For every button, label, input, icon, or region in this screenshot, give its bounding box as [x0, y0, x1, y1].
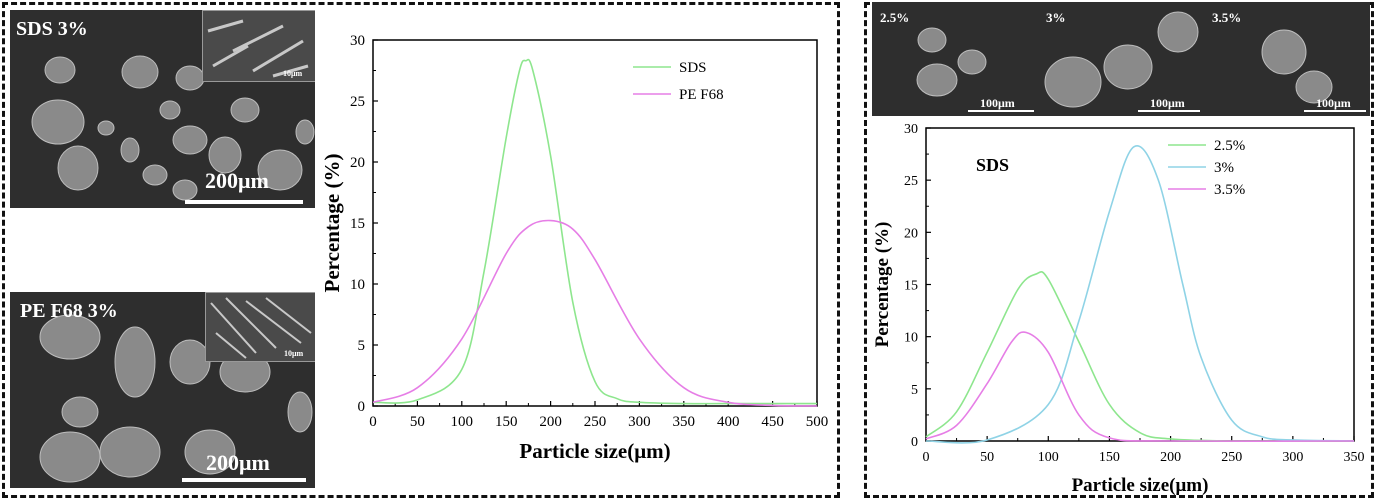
series-line-1 — [925, 145, 1355, 444]
x-tick-label: 450 — [761, 414, 784, 430]
legend-label: SDS — [679, 60, 707, 76]
plot-frame — [372, 39, 818, 407]
legend-label: 3.5% — [1214, 182, 1245, 198]
scalebar-label: 100μm — [980, 96, 1015, 110]
y-tick-label: 15 — [350, 216, 365, 232]
sem-image-3-5: 3.5% 100μm — [1204, 2, 1370, 116]
scalebar-label: 100μm — [1316, 96, 1351, 110]
sem-label: PE F68 3% — [20, 300, 118, 322]
x-tick-label: 300 — [628, 414, 651, 430]
y-tick-label: 30 — [350, 33, 365, 49]
x-tick-label: 150 — [495, 414, 518, 430]
x-tick-label: 0 — [923, 450, 930, 465]
sem-image-2-5: 2.5% 100μm — [872, 2, 1038, 116]
legend-label: 3% — [1214, 160, 1234, 176]
sem-image-sds: 10μm SDS 3% 200μm — [10, 10, 315, 208]
scalebar — [1138, 110, 1200, 112]
series-line-2 — [925, 331, 1355, 443]
inset-scalebar-label: 10μm — [284, 349, 304, 358]
legend-label: PE F68 — [679, 87, 724, 103]
x-axis-label: Particle size(μm) — [1072, 475, 1209, 496]
sem-image-pe-f68: 10μm PE F68 3% 200μm — [10, 292, 315, 488]
y-tick-label: 30 — [904, 122, 918, 137]
y-tick-label: 15 — [904, 279, 918, 294]
scalebar-label: 200μm — [206, 450, 270, 475]
x-tick-label: 300 — [1282, 450, 1303, 465]
x-tick-label: 350 — [1344, 450, 1365, 465]
series-line-0 — [372, 58, 817, 405]
sem-inset: 10μm — [202, 10, 315, 82]
scalebar-label: 200μm — [205, 168, 269, 193]
y-tick-label: 5 — [911, 383, 918, 398]
left-figure-panel — [2, 2, 840, 498]
series-line-0 — [925, 270, 1355, 442]
scalebar-label: 100μm — [1150, 96, 1185, 110]
y-tick-label: 20 — [904, 226, 918, 241]
sem-particles — [39, 314, 313, 483]
series-line-1 — [372, 219, 818, 407]
scalebar — [182, 478, 306, 482]
x-tick-label: 250 — [584, 414, 607, 430]
y-tick-label: 25 — [904, 174, 918, 189]
sem-particles — [31, 55, 315, 201]
sem-label: SDS 3% — [16, 18, 88, 40]
x-tick-label: 100 — [451, 414, 474, 430]
x-tick-label: 100 — [1038, 450, 1059, 465]
x-tick-label: 250 — [1221, 450, 1242, 465]
x-tick-label: 50 — [410, 414, 425, 430]
sem-image-3: 3% 100μm — [1038, 2, 1204, 116]
x-tick-label: 150 — [1099, 450, 1120, 465]
inset-scalebar-label: 10μm — [283, 69, 303, 78]
left-chart: 0 50 100 150 200 250 300 350 400 450 500 0 5 10 15 20 25… — [320, 33, 829, 463]
x-tick-label: 500 — [806, 414, 829, 430]
x-tick-label: 200 — [539, 414, 562, 430]
scalebar — [968, 110, 1034, 112]
y-tick-label: 20 — [350, 155, 365, 171]
y-tick-label: 5 — [358, 338, 366, 354]
x-tick-label: 400 — [717, 414, 740, 430]
y-tick-label: 0 — [358, 399, 366, 415]
legend-label: 2.5% — [1214, 138, 1245, 154]
sem-label: 2.5% — [880, 10, 910, 25]
y-axis-label: Percentage (%) — [320, 154, 344, 293]
scalebar — [185, 200, 303, 204]
right-chart: 0 50 100 150 200 250 300 350 0 5 10 15 20 25 30 Particl… — [872, 122, 1365, 496]
sem-label: 3.5% — [1212, 10, 1242, 25]
x-axis-label: Particle size(μm) — [519, 439, 670, 463]
y-tick-label: 25 — [350, 94, 365, 110]
x-tick-label: 50 — [980, 450, 994, 465]
x-tick-label: 350 — [673, 414, 696, 430]
sem-inset: 10μm — [205, 292, 315, 362]
x-tick-label: 0 — [369, 414, 377, 430]
y-tick-label: 10 — [904, 331, 918, 346]
y-axis-label: Percentage (%) — [872, 222, 893, 348]
sem-label: 3% — [1046, 10, 1066, 25]
chart-annotation: SDS — [976, 155, 1009, 175]
y-tick-label: 0 — [911, 435, 918, 450]
x-tick-label: 200 — [1160, 450, 1181, 465]
scalebar — [1304, 110, 1366, 112]
y-tick-label: 10 — [350, 277, 365, 293]
